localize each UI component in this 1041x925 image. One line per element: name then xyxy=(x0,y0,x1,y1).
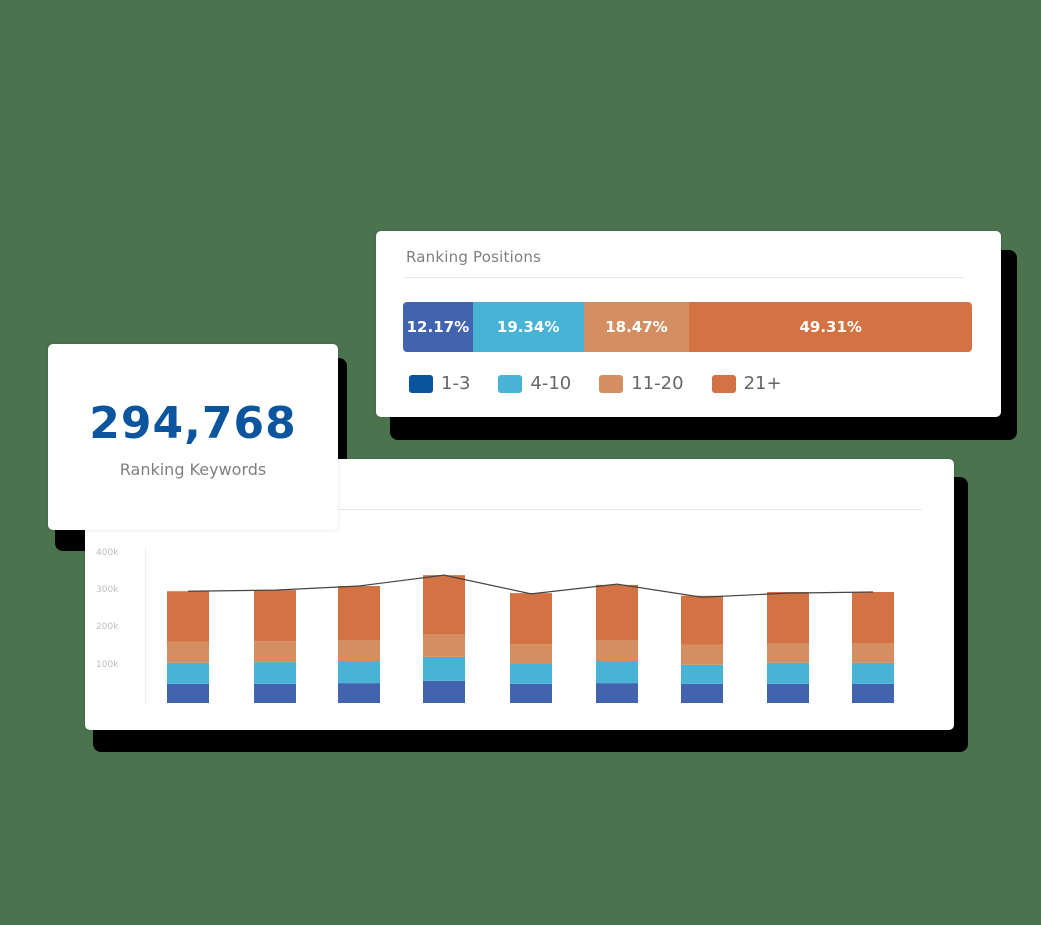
legend-label: 4-10 xyxy=(530,373,572,394)
bar-segment xyxy=(767,592,809,643)
ranking-keywords-card: 294,768 Ranking Keywords xyxy=(48,344,338,530)
bar-segment xyxy=(338,683,380,703)
bar-segment xyxy=(596,584,638,640)
bar-segment xyxy=(767,683,809,703)
legend-swatch xyxy=(599,374,624,393)
ranking-segment: 49.31% xyxy=(689,302,972,352)
bar-segment xyxy=(681,595,723,645)
bar-segment xyxy=(338,661,380,684)
bar-segment xyxy=(510,664,552,684)
y-tick-label: 100k xyxy=(96,660,119,670)
bar-segment xyxy=(596,640,638,661)
bar-segment xyxy=(767,643,809,663)
bar-segment xyxy=(681,644,723,665)
y-tick-label: 300k xyxy=(96,585,119,595)
bar-segment xyxy=(852,643,894,663)
bar-segment xyxy=(338,586,380,640)
legend-item: 4-10 xyxy=(498,373,571,394)
bar-segment xyxy=(423,634,465,657)
bar-segment xyxy=(681,664,723,684)
bar-segment xyxy=(254,590,296,642)
ranking-segment: 18.47% xyxy=(583,302,690,352)
y-tick-label: 200k xyxy=(96,622,119,632)
stacked-bar-chart xyxy=(167,574,894,703)
bar-segment xyxy=(254,641,296,663)
legend-label: 11-20 xyxy=(631,373,684,394)
bar-segment xyxy=(510,683,552,703)
ranking-positions-legend: 1-3 4-10 11-20 21+ xyxy=(409,373,810,394)
legend-label: 1-3 xyxy=(441,373,471,394)
bar-segment xyxy=(338,640,380,661)
legend-label: 21+ xyxy=(743,373,782,394)
bar-segment xyxy=(423,575,465,634)
ranking-segment: 19.34% xyxy=(472,302,584,352)
bar-segment xyxy=(167,641,209,663)
bar-segment xyxy=(167,662,209,684)
bar-segment xyxy=(423,656,465,681)
ranking-segment: 12.17% xyxy=(403,302,473,352)
legend-item: 11-20 xyxy=(599,373,684,394)
bar-segment xyxy=(681,683,723,703)
bar-segment xyxy=(596,661,638,684)
bar-segment xyxy=(510,593,552,645)
bar-segment xyxy=(254,662,296,684)
divider xyxy=(100,509,922,510)
bar-segment xyxy=(423,680,465,703)
bar-segment xyxy=(167,591,209,642)
legend-item: 1-3 xyxy=(409,373,470,394)
ranking-positions-bar: 12.17% 19.34% 18.47% 49.31% xyxy=(403,302,972,352)
y-tick-label: 400k xyxy=(96,548,119,558)
bar-segment xyxy=(852,683,894,703)
legend-swatch xyxy=(711,374,736,393)
bar-segment xyxy=(852,592,894,643)
ranking-keywords-value: 294,768 xyxy=(89,398,297,449)
legend-swatch xyxy=(498,374,523,393)
legend-item: 21+ xyxy=(711,373,782,394)
divider xyxy=(404,277,964,278)
bar-segment xyxy=(767,662,809,684)
bar-segment xyxy=(852,662,894,684)
legend-swatch xyxy=(409,374,433,393)
ranking-positions-title: Ranking Positions xyxy=(406,248,542,266)
y-axis-line xyxy=(145,547,146,704)
bar-segment xyxy=(510,644,552,664)
ranking-positions-card: Ranking Positions 12.17% 19.34% 18.47% 49.3… xyxy=(376,231,1001,417)
bar-segment xyxy=(254,683,296,703)
bar-segment xyxy=(596,683,638,703)
ranking-keywords-label: Ranking Keywords xyxy=(119,460,267,479)
total-line xyxy=(187,574,874,598)
bar-segment xyxy=(167,683,209,703)
